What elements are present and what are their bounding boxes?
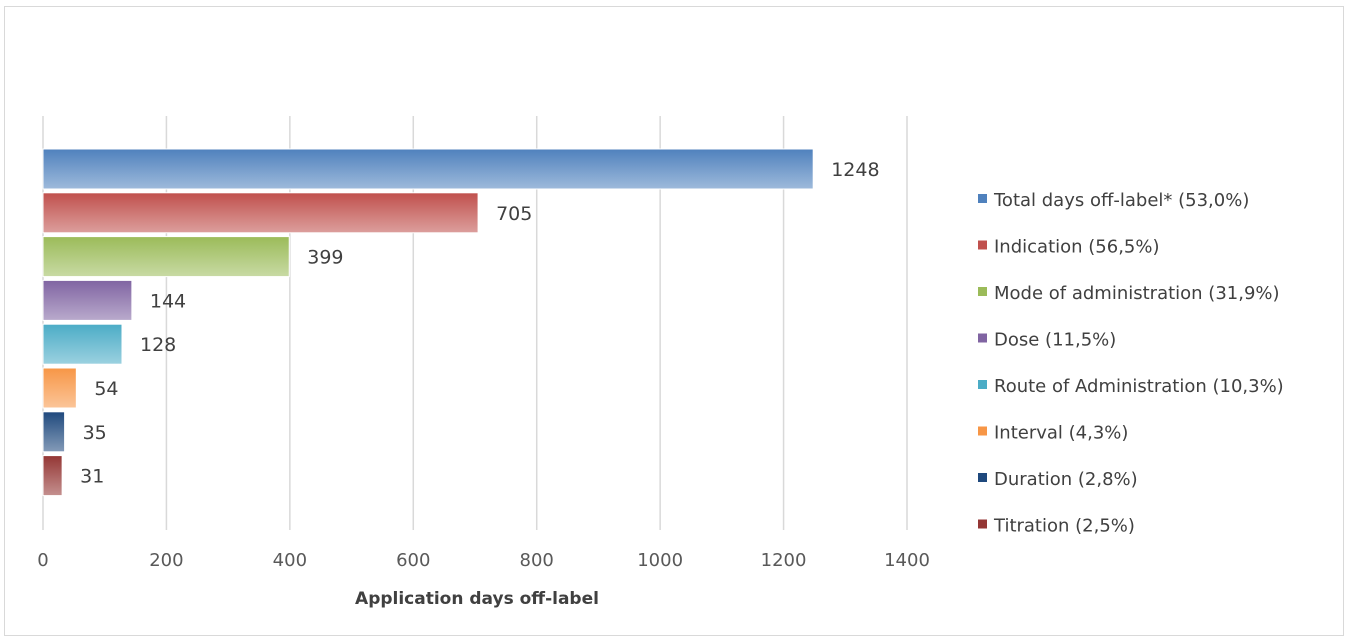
- x-tick-label: 0: [37, 550, 48, 571]
- x-axis-ticks: 0 200 400 600 800 1000 1200 1400: [37, 550, 930, 571]
- bar-7: [42, 411, 66, 453]
- legend-swatch: [978, 519, 987, 529]
- data-label: 54: [94, 378, 118, 400]
- data-label: 31: [80, 466, 104, 488]
- data-label: 144: [150, 290, 186, 312]
- legend-item: Dose (11,5%): [994, 330, 1116, 351]
- x-tick-label: 1200: [761, 550, 807, 571]
- bar-8: [42, 455, 63, 497]
- bar-3: [42, 236, 290, 278]
- data-label: 35: [83, 422, 107, 444]
- x-tick-label: 200: [149, 550, 183, 571]
- x-tick-label: 800: [520, 550, 554, 571]
- bar-6: [42, 367, 77, 409]
- legend-swatch: [978, 426, 987, 436]
- x-tick-label: 400: [273, 550, 307, 571]
- legend: Total days off-label* (53,0%) Indication …: [978, 190, 1284, 537]
- legend-item: Titration (2,5%): [993, 516, 1135, 537]
- x-axis-title: Application days off-label: [355, 589, 599, 609]
- legend-swatch: [978, 240, 987, 250]
- legend-item: Indication (56,5%): [994, 237, 1160, 258]
- bar-5: [42, 323, 123, 365]
- legend-item: Total days off-label* (53,0%): [993, 190, 1249, 211]
- bars: [42, 148, 814, 497]
- legend-item: Duration (2,8%): [994, 469, 1138, 490]
- bar-1: [42, 148, 814, 190]
- x-tick-label: 600: [396, 550, 430, 571]
- legend-swatch: [978, 333, 987, 343]
- legend-swatch: [978, 194, 987, 203]
- legend-swatch: [978, 287, 987, 296]
- value-labels: 1248 705 399 144 128 54 35 31: [80, 159, 879, 488]
- chart-frame: [4, 6, 1344, 636]
- bar-4: [42, 279, 133, 321]
- data-label: 128: [140, 334, 176, 356]
- legend-item: Interval (4,3%): [994, 423, 1128, 444]
- x-tick-label: 1000: [637, 550, 683, 571]
- data-label: 705: [496, 203, 532, 225]
- legend-item: Mode of administration (31,9%): [994, 283, 1280, 304]
- x-tick-label: 1400: [884, 550, 930, 571]
- legend-swatch: [978, 380, 987, 389]
- legend-item: Route of Administration (10,3%): [994, 376, 1284, 397]
- data-label: 1248: [831, 159, 879, 181]
- data-label: 399: [307, 247, 343, 269]
- bar-2: [42, 192, 479, 234]
- legend-swatch: [978, 473, 987, 482]
